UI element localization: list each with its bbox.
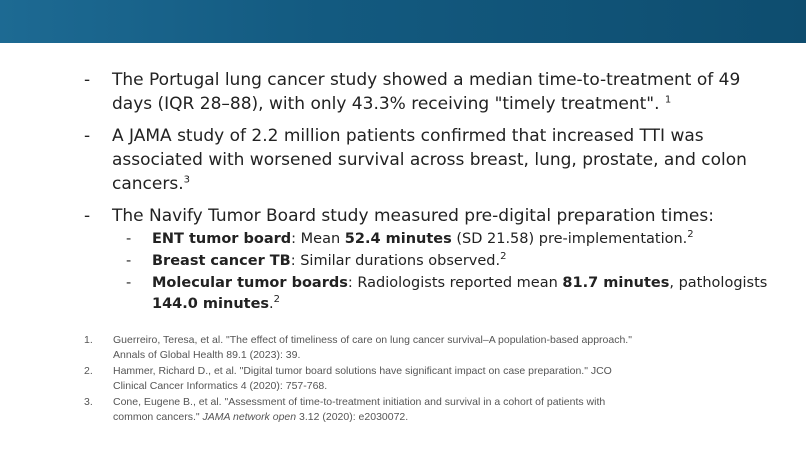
reference-number: 3. (84, 396, 93, 408)
reference-list: 1. Guerreiro, Teresa, et al. "The effect … (84, 333, 644, 426)
sub-bullet-text: (SD 21.58) pre-implementation. (451, 231, 688, 247)
citation-superscript: 1 (664, 94, 672, 106)
sub-bullet-dash: - (126, 253, 132, 269)
bold-value: 144.0 minutes (152, 296, 270, 312)
bullet-dash: - (84, 70, 91, 90)
bullet-text: The Portugal lung cancer study showed a … (112, 70, 741, 114)
bullet-list: - The Portugal lung cancer study showed a… (84, 68, 784, 323)
sub-bullet-breast: - Breast cancer TB: Similar durations obs… (112, 251, 784, 272)
header-bar (0, 0, 806, 43)
bullet-text: The Navify Tumor Board study measured pr… (112, 206, 714, 226)
sub-bullet-text: : Radiologists reported mean (347, 275, 563, 291)
sub-bullet-text: . (269, 296, 274, 312)
reference-text: 3.12 (2020): e2030072. (296, 411, 409, 423)
reference-text: Guerreiro, Teresa, et al. "The effect of… (113, 334, 632, 361)
citation-superscript: 2 (273, 294, 281, 306)
bullet-dash: - (84, 206, 91, 226)
bold-value: 81.7 minutes (562, 275, 670, 291)
sub-bullet-molecular: - Molecular tumor boards: Radiologists re… (112, 273, 784, 315)
bullet-navify-study: - The Navify Tumor Board study measured p… (84, 204, 784, 315)
reference-item: 1. Guerreiro, Teresa, et al. "The effect … (84, 333, 644, 363)
citation-superscript: 2 (500, 251, 507, 263)
citation-superscript: 3 (183, 174, 190, 186)
reference-number: 1. (84, 334, 93, 346)
reference-text: Hammer, Richard D., et al. "Digital tumo… (113, 365, 612, 392)
bullet-jama-study: - A JAMA study of 2.2 million patients co… (84, 124, 784, 196)
bold-value: 52.4 minutes (344, 231, 452, 247)
bold-label: Molecular tumor boards (152, 275, 348, 291)
citation-superscript: 2 (687, 229, 694, 241)
sub-bullet-text: : Mean (291, 231, 345, 247)
bold-label: Breast cancer TB (152, 253, 291, 269)
bold-label: ENT tumor board (152, 231, 292, 247)
bullet-text: A JAMA study of 2.2 million patients con… (112, 126, 747, 194)
reference-item: 2. Hammer, Richard D., et al. "Digital tu… (84, 364, 644, 394)
reference-number: 2. (84, 365, 93, 377)
sub-bullet-text: , pathologists (669, 275, 768, 291)
sub-bullet-dash: - (126, 275, 132, 291)
sub-bullet-dash: - (126, 231, 132, 247)
journal-name: JAMA network open (202, 411, 297, 423)
bullet-portugal-study: - The Portugal lung cancer study showed a… (84, 68, 784, 116)
bullet-dash: - (84, 126, 91, 146)
sub-bullet-ent: - ENT tumor board: Mean 52.4 minutes (SD … (112, 229, 784, 250)
sub-bullet-text: : Similar durations observed. (290, 253, 501, 269)
sub-bullet-list: - ENT tumor board: Mean 52.4 minutes (SD … (112, 229, 784, 315)
reference-text: Cone, Eugene B., et al. "Assessment of t… (113, 396, 606, 423)
reference-item: 3. Cone, Eugene B., et al. "Assessment of… (84, 395, 644, 425)
